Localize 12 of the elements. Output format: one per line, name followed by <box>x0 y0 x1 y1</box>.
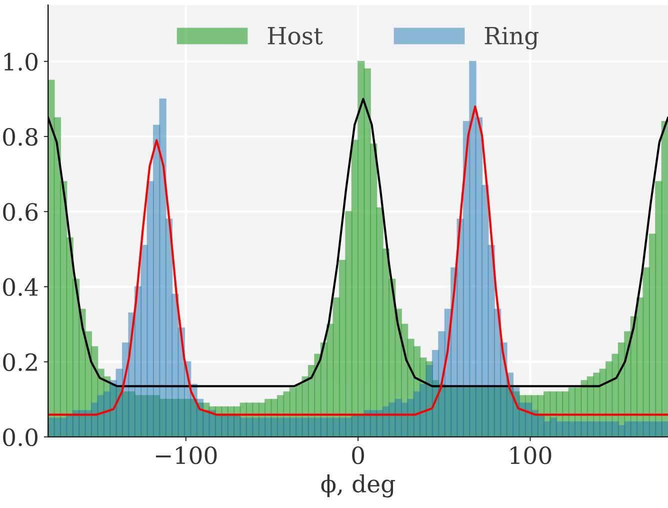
x-axis-title: ϕ, deg <box>321 474 396 498</box>
legend-label: Host <box>268 27 323 45</box>
x-tick-label: 0 <box>352 446 364 464</box>
y-tick-label: 0.6 <box>3 203 38 221</box>
y-tick-label: 0.0 <box>3 428 38 446</box>
y-tick-label: 0.8 <box>3 128 38 146</box>
y-tick-label: 1.0 <box>4 52 38 71</box>
y-tick-label: 0.4 <box>3 278 38 296</box>
x-tick-label: 100 <box>510 446 552 464</box>
x-tick-label: −100 <box>156 446 217 464</box>
y-tick-label: 0.2 <box>3 353 37 372</box>
legend-label: Ring <box>484 26 539 50</box>
